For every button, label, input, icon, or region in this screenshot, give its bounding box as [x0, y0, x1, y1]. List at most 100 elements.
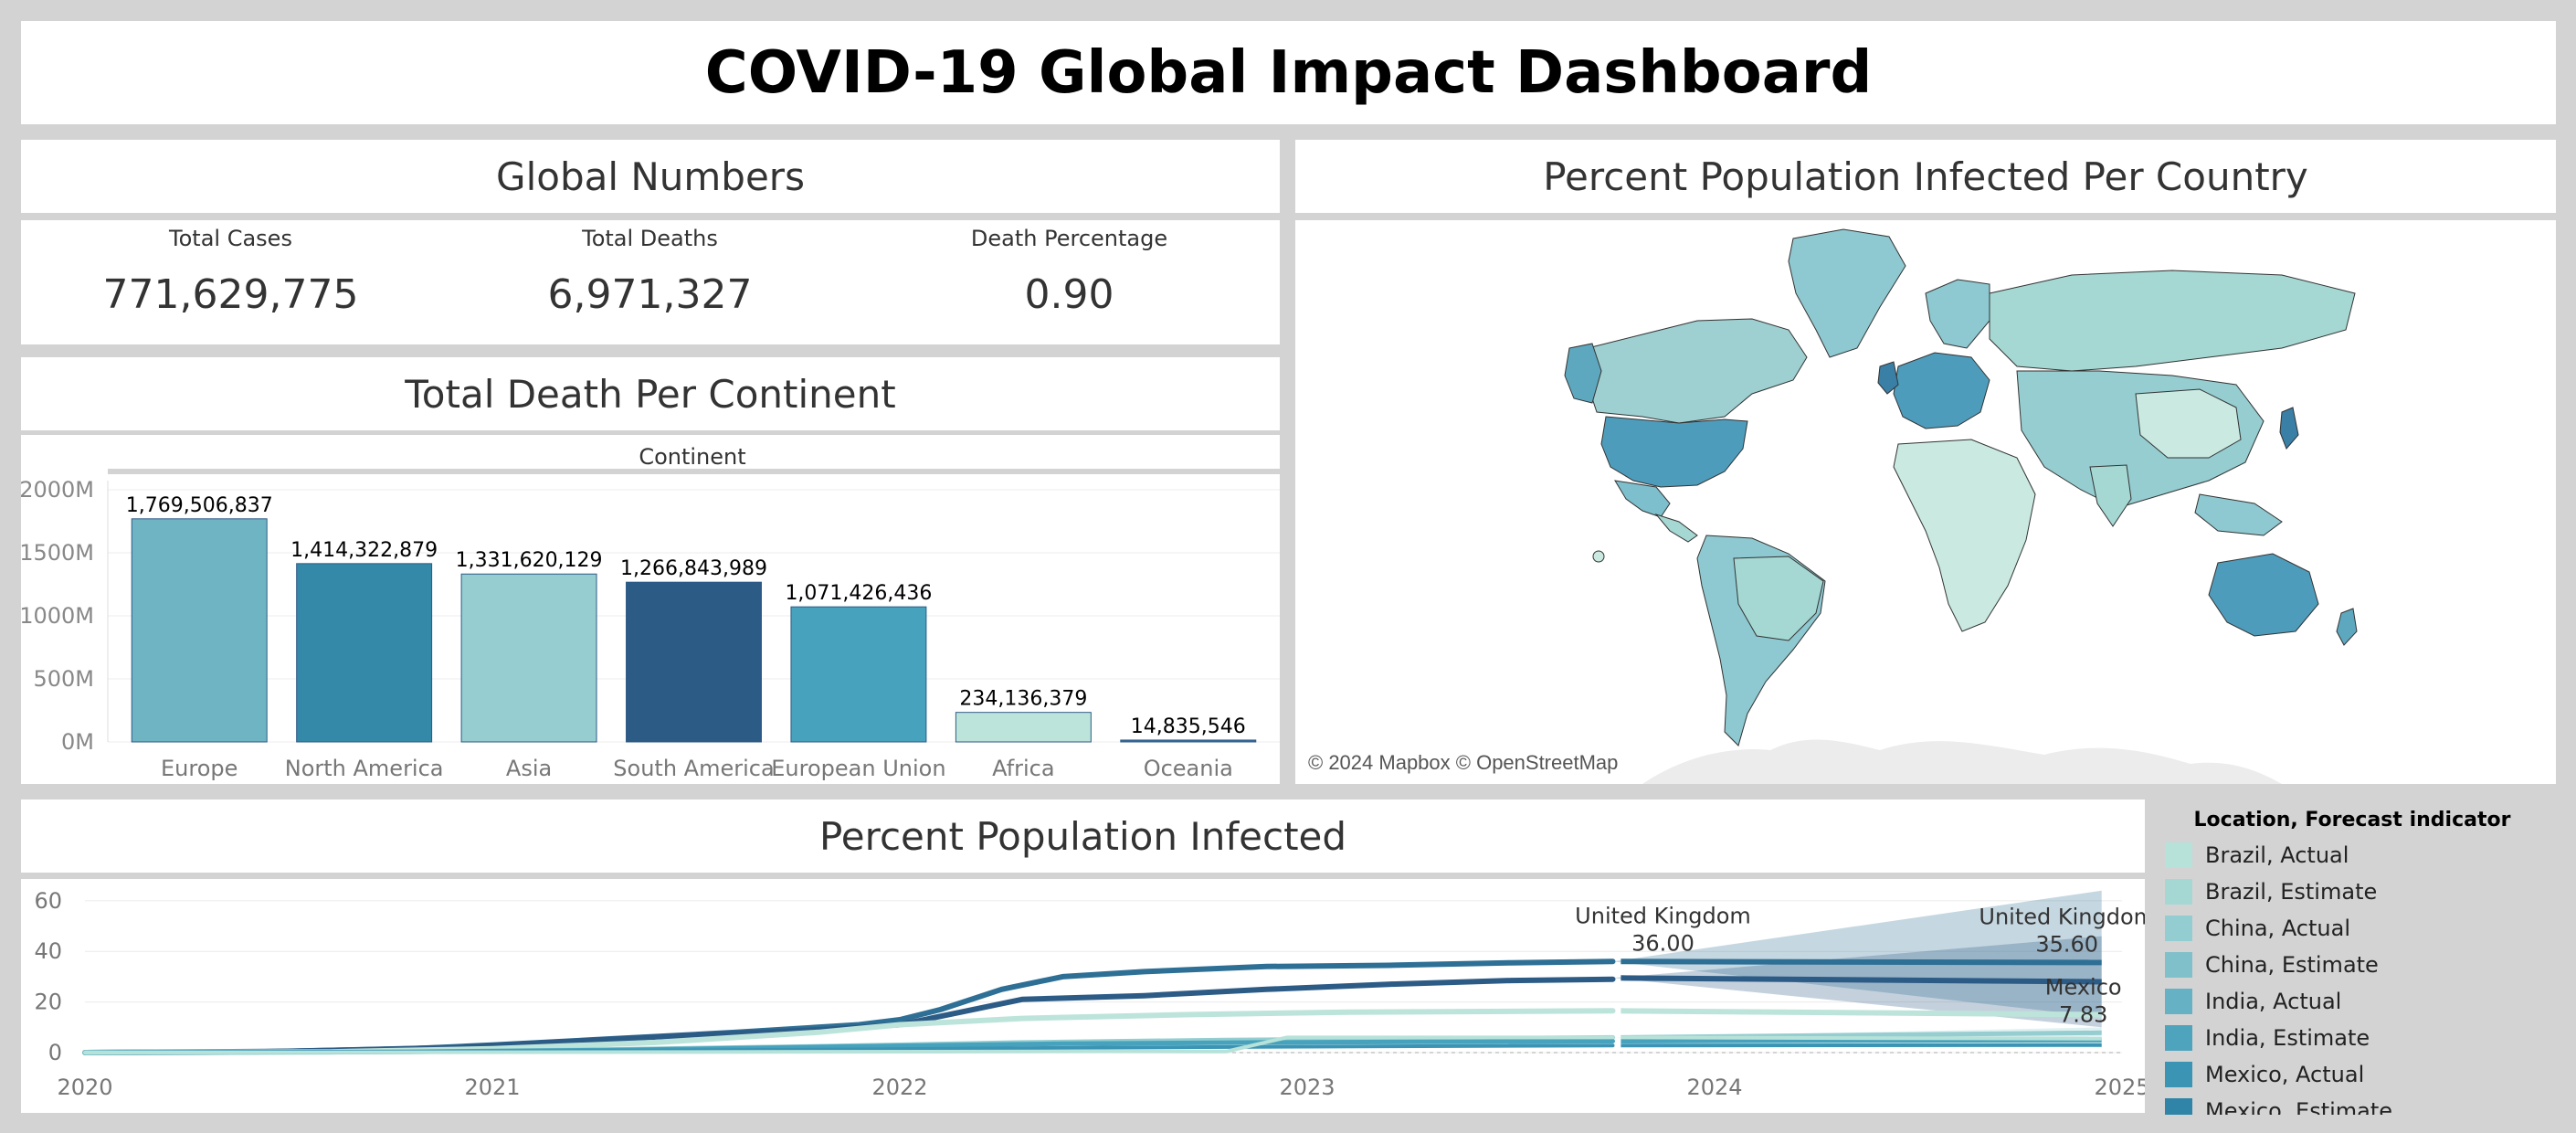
line-y-tick-label: 40 — [34, 938, 62, 964]
death-per-continent-chart[interactable]: Continent 0M 500M 1000M 1500M 2000M 1,769,506,… — [19, 435, 1280, 784]
legend-item[interactable]: Mexico, Actual — [2148, 1056, 2556, 1093]
death-per-continent-header: Total Death Per Continent — [21, 357, 1280, 430]
map-region-australia — [2208, 553, 2319, 637]
map-title: Percent Population Infected Per Country — [1543, 154, 2308, 199]
legend-list: Brazil, Actual Brazil, Estimate China, Act… — [2148, 837, 2556, 1115]
bar-value-label: 1,414,322,879 — [290, 539, 438, 562]
bar-y-tick-label: 1500M — [21, 540, 94, 566]
series-forecast-6 — [1621, 1035, 2102, 1041]
legend-label: India, Estimate — [2205, 1025, 2370, 1051]
bar-category-label: Africa — [992, 756, 1054, 781]
map-region-uk — [1877, 361, 1899, 395]
kpi-total-deaths: Total Deaths 6,971,327 — [440, 220, 860, 318]
bar-y-tick-label: 500M — [33, 666, 94, 692]
annotation-location: United Kingdom — [1575, 903, 1751, 928]
world-map[interactable]: © 2024 Mapbox © OpenStreetMap — [1295, 220, 2556, 784]
map-region-japan — [2279, 407, 2299, 450]
global-numbers-header: Global Numbers — [21, 140, 1280, 213]
map-region-canada — [1587, 318, 1808, 424]
kpi-label: Death Percentage — [970, 226, 1168, 251]
legend-item[interactable]: China, Estimate — [2148, 947, 2556, 983]
line-y-tick-label: 0 — [48, 1040, 62, 1065]
line-x-tick-label: 2022 — [871, 1075, 927, 1100]
legend-item[interactable]: India, Actual — [2148, 983, 2556, 1020]
dashboard-title: COVID-19 Global Impact Dashboard — [704, 38, 1873, 107]
bar-value-label: 1,266,843,989 — [620, 557, 767, 580]
bar-y-tick-label: 1000M — [21, 603, 94, 629]
annotation-location: Mexico — [2045, 974, 2122, 1000]
legend-label: China, Estimate — [2205, 952, 2379, 978]
legend-label: Brazil, Estimate — [2205, 879, 2378, 905]
infected-over-time-title: Percent Population Infected — [818, 813, 1347, 859]
map-region-southeast-asia — [2194, 493, 2283, 536]
legend-label: Brazil, Actual — [2205, 842, 2349, 868]
map-header: Percent Population Infected Per Country — [1295, 140, 2556, 213]
legend-swatch — [2165, 879, 2192, 905]
bar-asia — [460, 573, 597, 743]
series-forecast-0 — [1621, 958, 2102, 966]
infected-over-time-header: Percent Population Infected — [21, 799, 2145, 873]
annotation-value: 35.60 — [2035, 931, 2098, 957]
series-actual-6 — [83, 1035, 1615, 1054]
map-region-europe — [1893, 352, 1990, 429]
legend-swatch — [2165, 1025, 2192, 1051]
line-x-tick-label: 2025 — [2094, 1075, 2145, 1100]
bar-value-label: 1,071,426,436 — [785, 582, 932, 605]
kpi-death-percentage: Death Percentage 0.90 — [860, 220, 1279, 318]
map-region-russia — [1989, 270, 2356, 372]
bar-european-union — [790, 606, 927, 743]
legend-panel: Location, Forecast indicator Brazil, Act… — [2148, 799, 2556, 1115]
legend-swatch — [2165, 1098, 2192, 1115]
legend-label: India, Actual — [2205, 989, 2342, 1014]
map-region-central-america — [1654, 514, 1698, 543]
bar-value-label: 1,769,506,837 — [126, 494, 273, 517]
line-y-tick-label: 60 — [34, 888, 62, 914]
legend-label: Mexico, Actual — [2205, 1062, 2365, 1087]
map-attribution[interactable]: © 2024 Mapbox © OpenStreetMap — [1308, 751, 1619, 774]
series-forecast-5 — [1621, 1043, 2102, 1048]
map-region-india — [2089, 464, 2132, 527]
map-region-greenland — [1788, 228, 1906, 358]
legend-item[interactable]: Mexico, Estimate — [2148, 1093, 2556, 1115]
kpi-value: 771,629,775 — [102, 271, 359, 318]
legend-title: Location, Forecast indicator — [2193, 809, 2511, 831]
kpi-label: Total Cases — [169, 226, 292, 251]
global-numbers-title: Global Numbers — [496, 154, 805, 199]
map-region-alaska — [1564, 343, 1602, 404]
infected-over-time-chart[interactable]: 0 20 40 60 2020 2021 2022 2023 2024 2025 United Ki… — [21, 879, 2155, 1113]
map-region-brazil — [1733, 556, 1824, 641]
bar-category-label: North America — [285, 756, 444, 781]
map-region-africa — [1893, 439, 2036, 632]
series-forecast-2 — [1621, 1008, 2102, 1018]
line-x-tick-label: 2023 — [1279, 1075, 1335, 1100]
bar-category-label: European Union — [771, 756, 945, 781]
map-region-usa — [1600, 416, 1748, 488]
line-x-tick-label: 2021 — [464, 1075, 520, 1100]
legend-swatch — [2165, 916, 2192, 941]
title-bar: COVID-19 Global Impact Dashboard — [21, 21, 2556, 124]
line-chart-svg: 0 20 40 60 2020 2021 2022 2023 2024 2025 United Ki… — [34, 888, 2155, 1100]
map-region-antarctica — [1642, 739, 2282, 784]
bar-y-tick-label: 0M — [61, 729, 94, 755]
bar-europe — [131, 518, 268, 743]
legend-item[interactable]: China, Actual — [2148, 910, 2556, 947]
annotation-value: 7.83 — [2059, 1001, 2107, 1027]
map-region-china — [2135, 388, 2242, 459]
legend-label: China, Actual — [2205, 916, 2350, 941]
bar-value-label: 234,136,379 — [959, 688, 1087, 711]
bar-oceania — [1120, 739, 1257, 743]
legend-swatch — [2165, 952, 2192, 978]
legend-item[interactable]: India, Estimate — [2148, 1020, 2556, 1056]
map-region-new-zealand — [2336, 608, 2358, 646]
death-per-continent-title: Total Death Per Continent — [405, 371, 896, 417]
legend-swatch — [2165, 842, 2192, 868]
bar-category-label: Europe — [161, 756, 238, 781]
bar-chart-svg: Continent 0M 500M 1000M 1500M 2000M 1,769,506,… — [19, 444, 1280, 781]
legend-label: Mexico, Estimate — [2205, 1098, 2393, 1115]
bar-south-america — [626, 581, 762, 743]
legend-item[interactable]: Brazil, Estimate — [2148, 874, 2556, 910]
line-y-tick-label: 20 — [34, 990, 62, 1015]
legend-item[interactable]: Brazil, Actual — [2148, 837, 2556, 874]
map-region-hawaii — [1592, 550, 1605, 563]
bar-category-label: Asia — [506, 756, 552, 781]
